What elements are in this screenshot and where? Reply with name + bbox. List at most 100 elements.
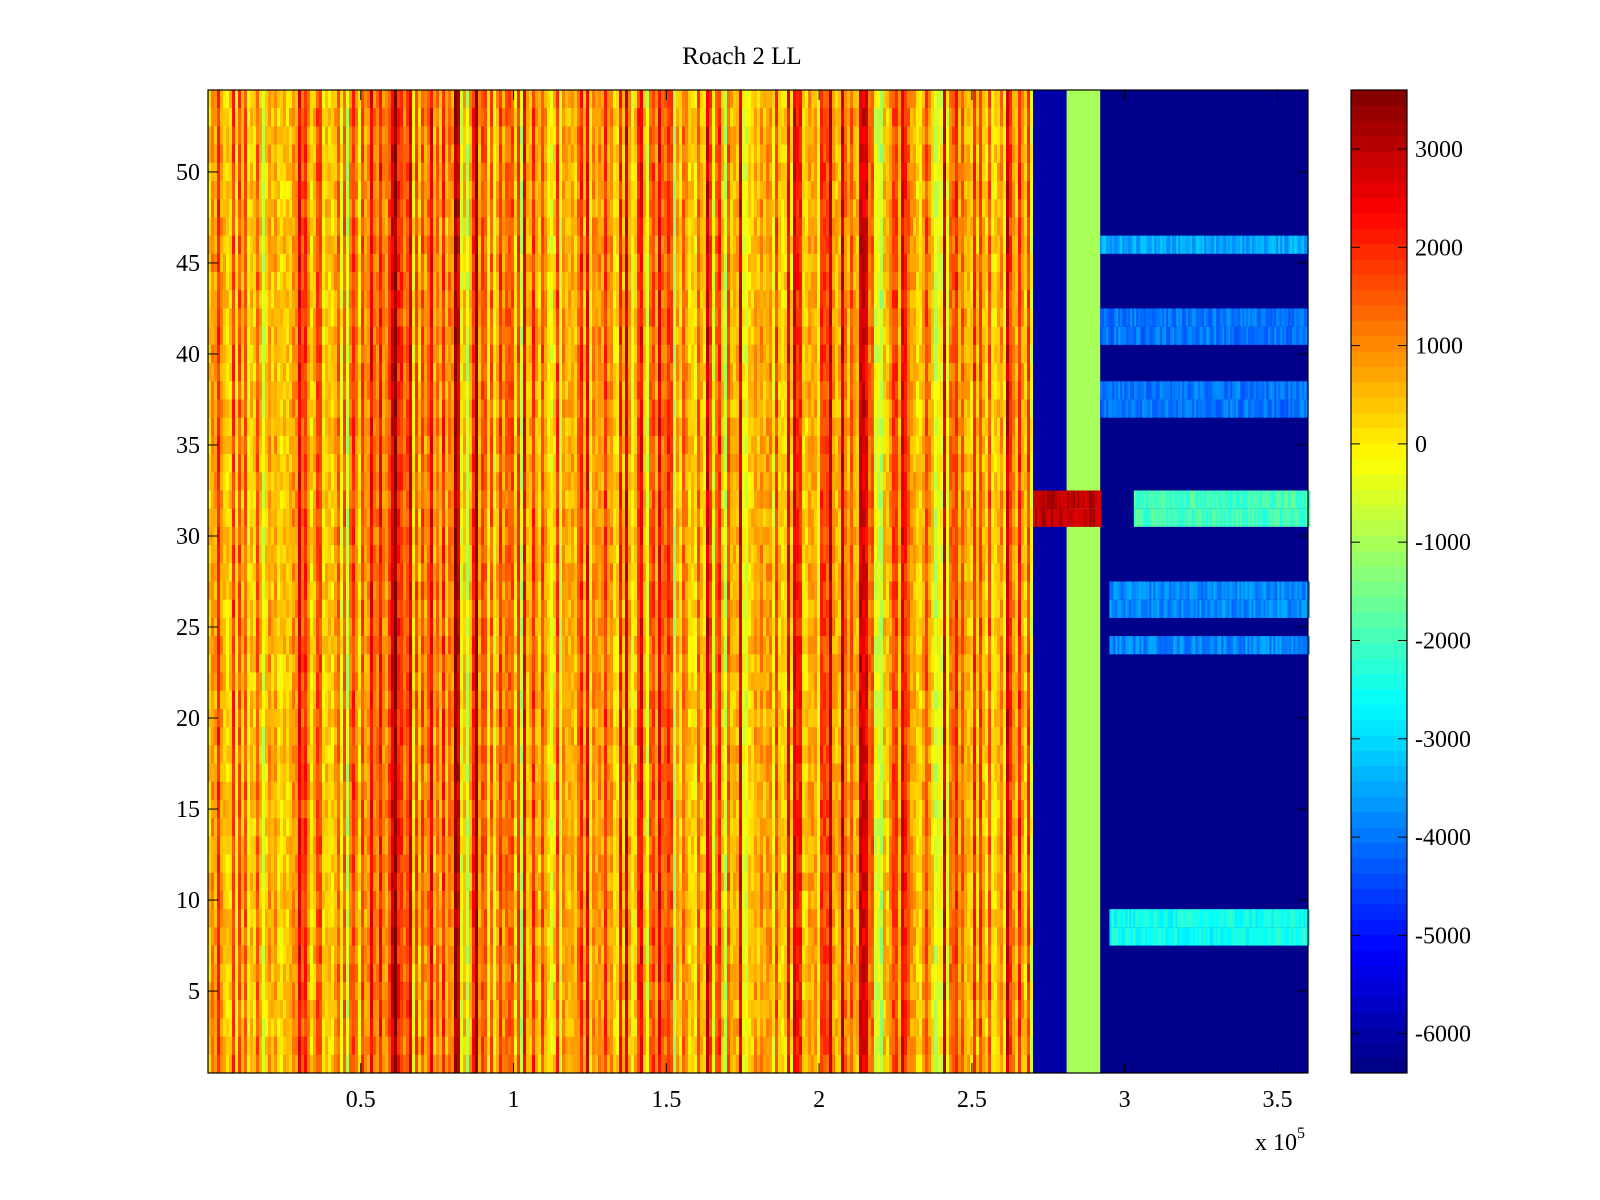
heatmap-cell: [469, 763, 473, 783]
heatmap-cell: [328, 253, 332, 273]
heatmap-cell: [253, 872, 257, 892]
heatmap-cell: [256, 90, 260, 109]
heatmap-cell: [376, 927, 380, 946]
heatmap-cell: [454, 854, 458, 874]
heatmap-cell: [481, 636, 485, 655]
heatmap-cell: [313, 1036, 317, 1056]
heatmap-cell: [244, 490, 248, 510]
heatmap-cell: [406, 581, 410, 601]
heatmap-cell: [364, 727, 368, 746]
heatmap-cell: [343, 199, 347, 218]
heatmap-cell: [325, 363, 329, 382]
heatmap-cell: [331, 654, 335, 673]
heatmap-cell: [427, 308, 431, 328]
heatmap-cell: [346, 490, 350, 510]
heatmap-cell: [373, 290, 377, 309]
heatmap-cell: [277, 399, 281, 419]
heatmap-cell: [241, 945, 245, 965]
heatmap-cell: [394, 1036, 398, 1056]
heatmap-cell: [445, 162, 449, 182]
heatmap-cell: [226, 108, 230, 127]
heatmap-cell: [409, 217, 413, 237]
heatmap-cell: [295, 399, 299, 419]
heatmap-cell: [352, 945, 356, 965]
heatmap-cell: [244, 927, 248, 946]
heatmap-cell: [334, 508, 338, 528]
heatmap-cell: [226, 272, 230, 291]
heatmap-cell: [442, 708, 446, 728]
heatmap-cell: [289, 363, 293, 382]
heatmap-cell: [364, 217, 368, 237]
heatmap-cell: [385, 308, 389, 328]
heatmap-cell: [463, 981, 467, 1001]
heatmap-cell: [454, 745, 458, 764]
heatmap-cell: [313, 181, 317, 200]
heatmap-cell: [385, 854, 389, 874]
heatmap-cell: [244, 1036, 248, 1056]
heatmap-cell: [448, 490, 452, 510]
heatmap-cell: [214, 399, 218, 419]
heatmap-cell: [271, 563, 275, 582]
heatmap-cell: [379, 235, 383, 255]
heatmap-cell: [406, 1018, 410, 1037]
heatmap-cell: [283, 890, 287, 910]
heatmap-cell: [370, 545, 374, 564]
heatmap-cell: [457, 326, 461, 346]
heatmap-cell: [388, 290, 392, 309]
heatmap-cell: [379, 472, 383, 491]
heatmap-cell: [460, 708, 464, 728]
heatmap-cell: [427, 963, 431, 983]
heatmap-cell: [481, 454, 485, 473]
heatmap-cell: [301, 1000, 305, 1019]
heatmap-cell: [286, 1000, 290, 1019]
heatmap-cell: [310, 235, 314, 255]
heatmap-cell: [427, 217, 431, 237]
heatmap-cell: [316, 417, 320, 437]
heatmap-cell: [484, 199, 488, 218]
heatmap-cell: [466, 1000, 470, 1019]
heatmap-cell: [313, 799, 317, 819]
heatmap-cell: [328, 454, 332, 473]
heatmap-cell: [394, 599, 398, 619]
heatmap-cell: [268, 545, 272, 564]
heatmap-cell: [436, 599, 440, 619]
heatmap-cell: [421, 381, 425, 400]
heatmap-cell: [223, 1036, 227, 1056]
heatmap-cell: [346, 599, 350, 619]
heatmap-cell: [409, 90, 413, 109]
heatmap-cell: [436, 326, 440, 346]
heatmap-cell: [391, 708, 395, 728]
heatmap-cell: [439, 727, 443, 746]
heatmap-cell: [433, 90, 437, 109]
heatmap-cell: [307, 508, 311, 528]
heatmap-cell: [271, 308, 275, 328]
heatmap-cell: [355, 781, 359, 801]
heatmap-cell: [226, 636, 230, 655]
heatmap-cell: [373, 344, 377, 364]
heatmap-cell: [406, 890, 410, 910]
heatmap-cell: [355, 654, 359, 673]
heatmap-cell: [211, 654, 215, 673]
heatmap-cell: [220, 636, 224, 655]
heatmap-cell: [304, 727, 308, 746]
heatmap-cell: [349, 545, 353, 564]
heatmap-cell: [385, 654, 389, 673]
heatmap-cell: [220, 454, 224, 473]
heatmap-cell: [445, 1036, 449, 1056]
heatmap-cell: [337, 763, 341, 783]
heatmap-cell: [424, 799, 428, 819]
heatmap-cell: [385, 836, 389, 855]
heatmap-cell: [361, 217, 365, 237]
heatmap-cell: [448, 126, 452, 146]
heatmap-cell: [328, 199, 332, 218]
heatmap-cell: [469, 745, 473, 764]
heatmap-cell: [223, 253, 227, 273]
heatmap-cell: [208, 945, 212, 965]
heatmap-cell: [358, 654, 362, 673]
heatmap-cell: [415, 927, 419, 946]
heatmap-cell: [304, 181, 308, 200]
heatmap-cell: [481, 836, 485, 855]
heatmap-cell: [427, 545, 431, 564]
heatmap-cell: [427, 1018, 431, 1037]
heatmap-cell: [235, 308, 239, 328]
